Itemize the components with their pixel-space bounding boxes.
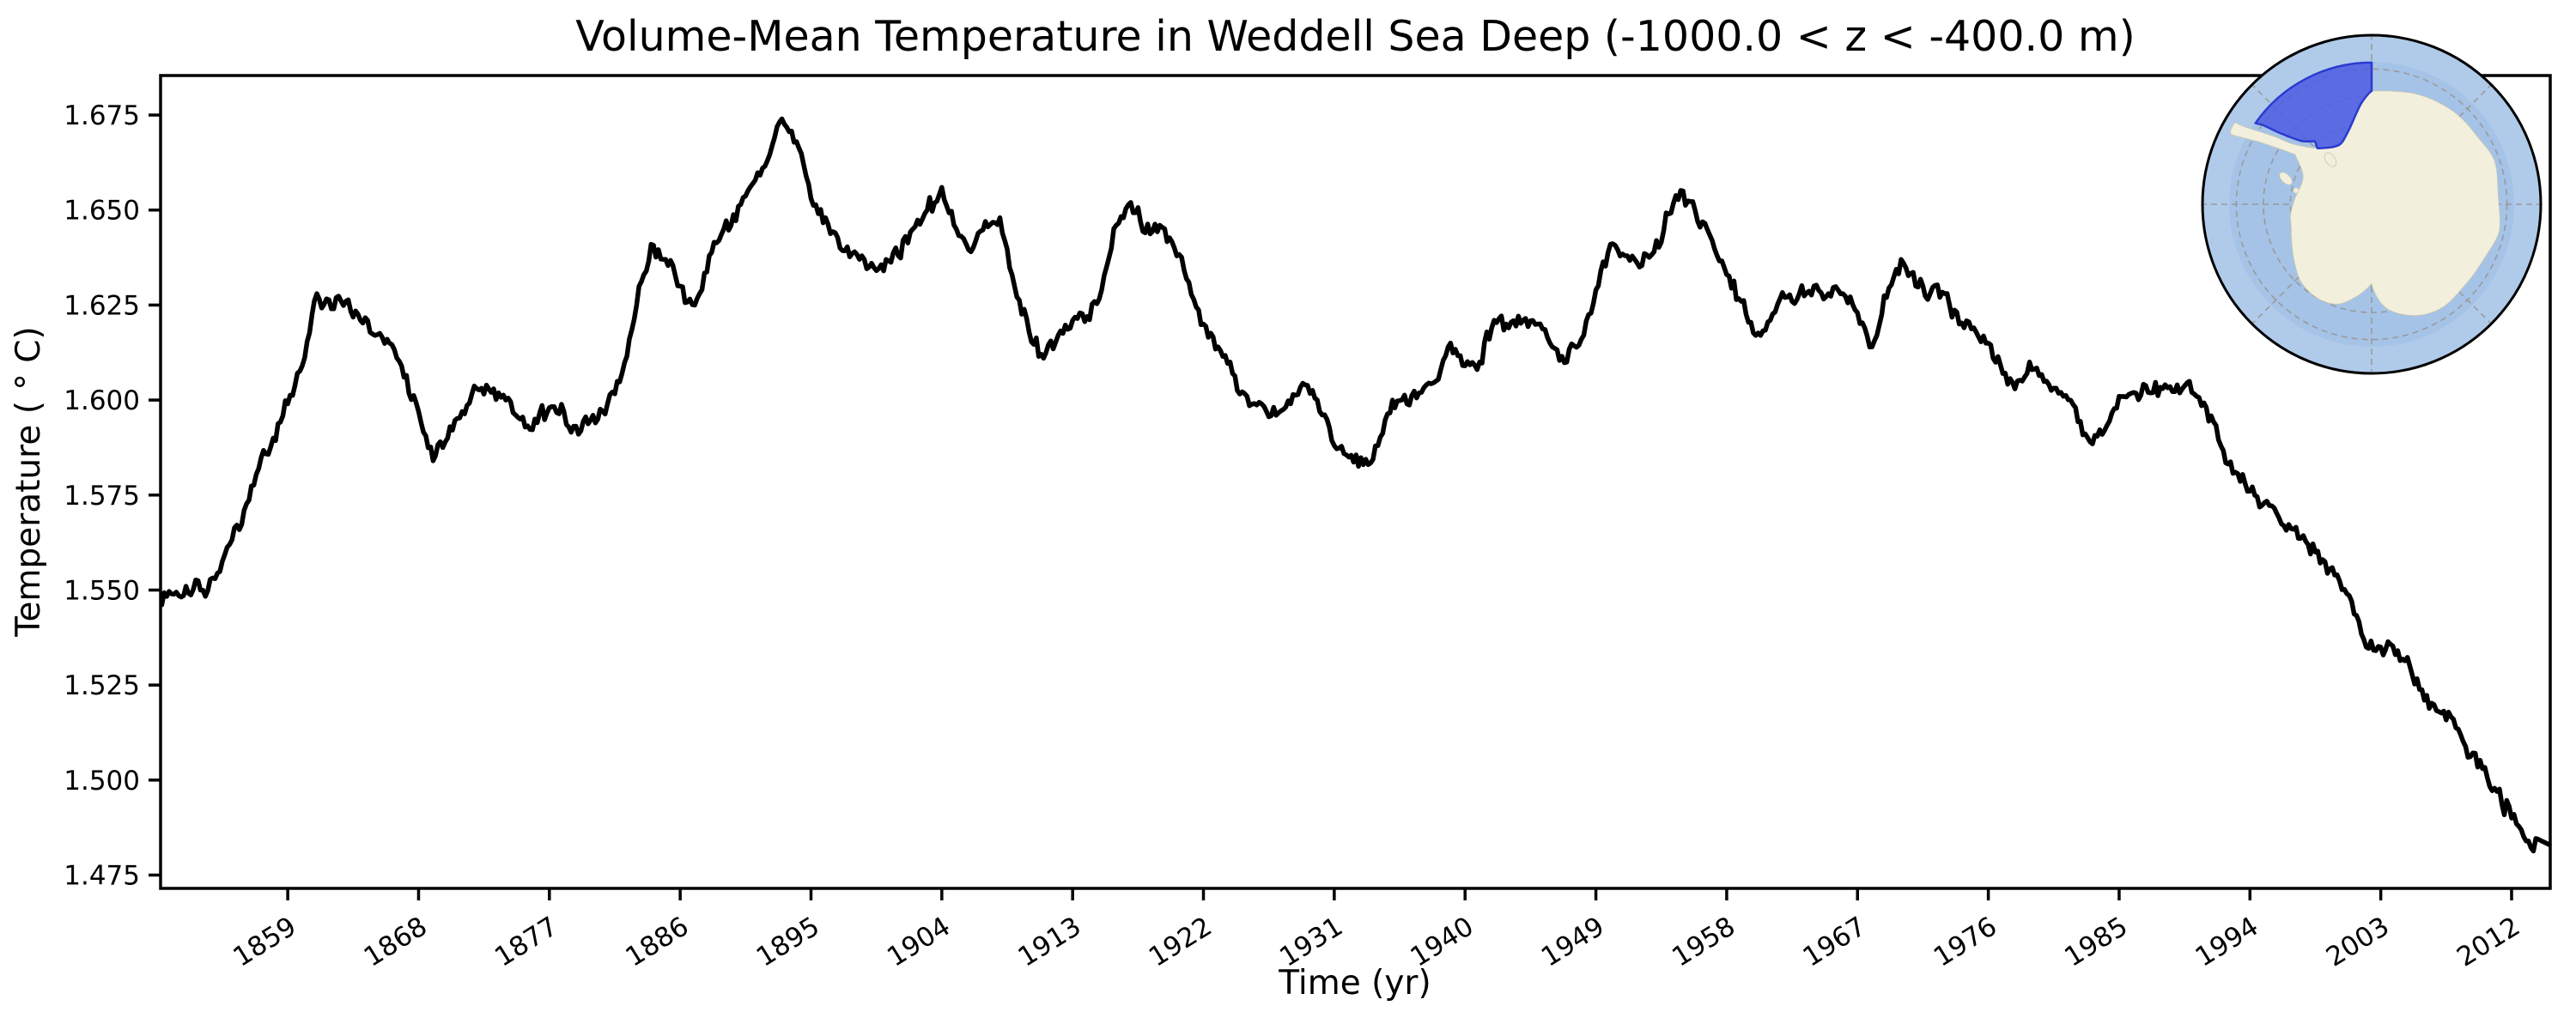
antarctica-land <box>2230 90 2500 317</box>
y-tick-label: 1.475 <box>64 861 140 892</box>
x-tick-label: 1976 <box>1929 911 2002 972</box>
meridian-line <box>2251 84 2372 205</box>
y-axis-label: Temperature ( ° C) <box>9 326 48 637</box>
small-island <box>2293 187 2300 194</box>
y-tick-label: 1.500 <box>64 766 140 797</box>
peninsula-island <box>2279 172 2293 185</box>
x-axis-label: Time (yr) <box>1278 964 1431 1003</box>
x-tick-label: 1877 <box>489 911 563 972</box>
temperature-line <box>159 116 2552 854</box>
chart-title: Volume-Mean Temperature in Weddell Sea D… <box>575 12 2136 61</box>
inset-border-circle <box>2201 33 2543 375</box>
antarctica-inset-map <box>2201 33 2543 375</box>
y-tick-label: 1.625 <box>64 290 140 321</box>
x-tick-label: 2003 <box>2321 911 2395 972</box>
x-tick-label: 1895 <box>751 911 825 972</box>
antarctica-mainland <box>2230 90 2500 317</box>
y-tick-label: 1.525 <box>64 670 140 701</box>
x-tick-label: 1967 <box>1797 911 1871 972</box>
x-tick-label: 1904 <box>882 911 956 972</box>
x-tick-label: 2012 <box>2451 911 2525 972</box>
weddell-island <box>2324 152 2337 167</box>
x-axis-ticks: 1859 1868 1877 1886 1895 1904 1913 1922 1931 1940… <box>228 888 2525 973</box>
x-tick-label: 1886 <box>620 911 694 972</box>
y-tick-label: 1.575 <box>64 481 140 512</box>
x-tick-label: 1922 <box>1144 911 1218 972</box>
y-tick-label: 1.650 <box>64 196 140 227</box>
x-tick-label: 1949 <box>1536 911 1610 972</box>
y-tick-label: 1.675 <box>64 100 140 131</box>
x-tick-label: 1994 <box>2190 911 2264 972</box>
y-tick-label: 1.600 <box>64 385 140 416</box>
y-axis-ticks: 1.475 1.500 1.525 1.550 1.575 1.600 1.625 1.650… <box>64 100 161 892</box>
axes-frame <box>159 74 2552 890</box>
x-tick-label: 1985 <box>2059 911 2133 972</box>
x-tick-label: 1868 <box>359 911 433 972</box>
x-tick-label: 1958 <box>1667 911 1741 972</box>
y-tick-label: 1.550 <box>64 575 140 606</box>
x-tick-label: 1913 <box>1012 911 1086 972</box>
x-tick-label: 1859 <box>228 911 301 972</box>
weddell-sea-region-highlight <box>2253 61 2373 150</box>
